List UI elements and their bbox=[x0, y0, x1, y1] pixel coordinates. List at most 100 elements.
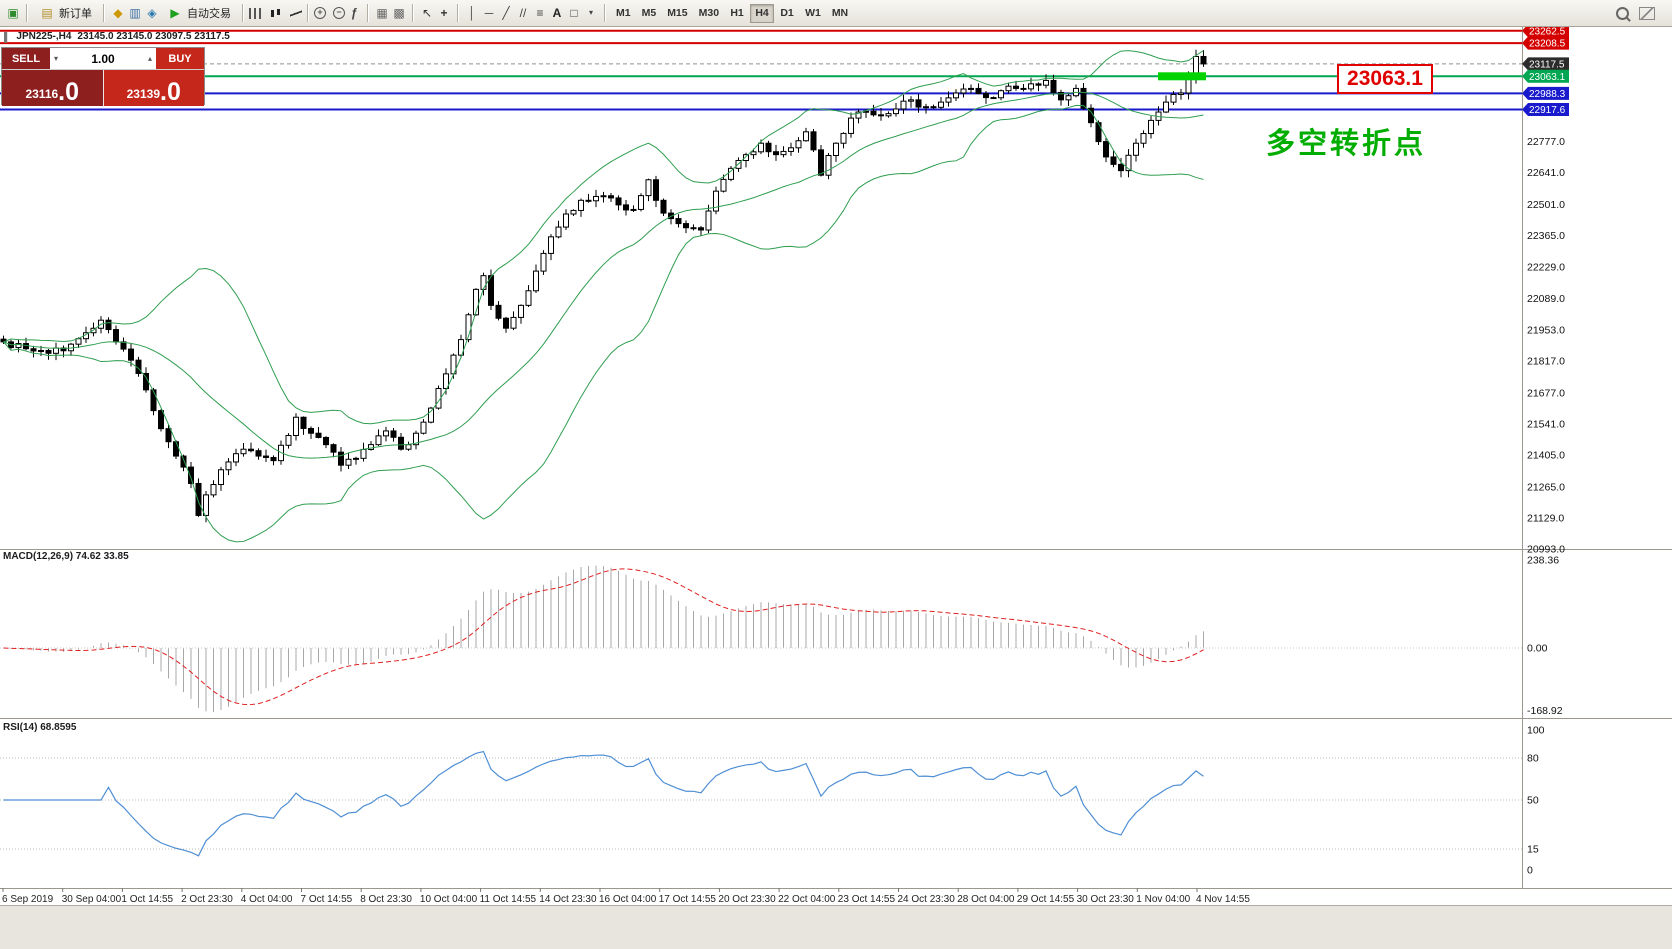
panel-borders bbox=[0, 27, 1672, 889]
highlight-bar[interactable] bbox=[1158, 72, 1206, 81]
market-watch-icon[interactable]: ◆ bbox=[113, 6, 123, 20]
svg-text:21265.0: 21265.0 bbox=[1527, 481, 1565, 493]
buy-button[interactable]: BUY bbox=[156, 48, 204, 69]
buy-price-main: 23139 bbox=[126, 87, 160, 101]
timeframe-w1[interactable]: W1 bbox=[800, 4, 826, 23]
svg-text:22 Oct 04:00: 22 Oct 04:00 bbox=[778, 894, 836, 905]
timeframe-m30[interactable]: M30 bbox=[694, 4, 724, 23]
bar-chart-icon[interactable] bbox=[249, 7, 261, 19]
svg-text:21129.0: 21129.0 bbox=[1527, 512, 1564, 524]
macd-signal-line bbox=[3, 568, 1204, 706]
autotrading-button[interactable]: ▶ 自动交易 bbox=[161, 3, 237, 24]
vertical-line-icon[interactable]: │ bbox=[468, 6, 476, 20]
timeframe-mn[interactable]: MN bbox=[827, 4, 853, 23]
candles-layer[interactable] bbox=[0, 49, 1207, 523]
price-level-annotation[interactable]: 23063.1 bbox=[1337, 64, 1433, 94]
horizontal-line-icon[interactable]: ─ bbox=[484, 6, 494, 20]
candlestick-chart-icon[interactable] bbox=[269, 7, 282, 19]
chart-title-icon: ▌ bbox=[4, 31, 11, 42]
trendline-icon[interactable]: ╱ bbox=[502, 6, 510, 20]
svg-text:30 Sep 04:00: 30 Sep 04:00 bbox=[62, 894, 122, 905]
svg-text:21541.0: 21541.0 bbox=[1527, 418, 1565, 430]
svg-text:0.00: 0.00 bbox=[1527, 643, 1548, 655]
cascade-windows-icon[interactable]: ▩ bbox=[393, 6, 405, 20]
text-tool-icon[interactable]: A bbox=[552, 6, 562, 20]
navigator-icon[interactable]: ◈ bbox=[147, 6, 157, 20]
timeframe-m1[interactable]: M1 bbox=[611, 4, 636, 23]
svg-text:23262.5: 23262.5 bbox=[1529, 27, 1566, 37]
svg-text:21953.0: 21953.0 bbox=[1527, 324, 1565, 336]
toolbar-separator bbox=[412, 4, 414, 22]
svg-text:50: 50 bbox=[1527, 795, 1539, 807]
svg-text:22501.0: 22501.0 bbox=[1527, 199, 1565, 211]
toolbar-separator bbox=[307, 4, 309, 22]
svg-text:30 Oct 23:30: 30 Oct 23:30 bbox=[1077, 894, 1135, 905]
data-window-icon[interactable]: ▥ bbox=[129, 6, 141, 20]
svg-text:22777.0: 22777.0 bbox=[1527, 136, 1565, 148]
macd-axis[interactable]: 238.36 0.00 -168.92 bbox=[1527, 555, 1563, 717]
autotrading-icon: ▶ bbox=[170, 6, 180, 20]
svg-text:22229.0: 22229.0 bbox=[1527, 261, 1565, 273]
search-icon-handle bbox=[1625, 15, 1631, 22]
shapes-dropdown-icon[interactable]: ▾ bbox=[588, 8, 593, 17]
rsi-line bbox=[3, 750, 1204, 857]
svg-text:100: 100 bbox=[1527, 725, 1545, 737]
toolbar-separator bbox=[457, 4, 459, 22]
svg-text:21405.0: 21405.0 bbox=[1527, 449, 1565, 461]
timeframe-m15[interactable]: M15 bbox=[662, 4, 692, 23]
price-axis[interactable]: 22777.0 22641.0 22501.0 22365.0 22229.0 22089… bbox=[1522, 27, 1569, 556]
sell-price-pips: .0 bbox=[58, 77, 80, 106]
level-lines[interactable] bbox=[0, 29, 1522, 111]
bollinger-bands bbox=[3, 50, 1204, 543]
turning-point-note[interactable]: 多空转折点 bbox=[1266, 128, 1427, 160]
svg-text:80: 80 bbox=[1527, 753, 1539, 765]
new-order-button[interactable]: ▤ 新订单 bbox=[33, 3, 98, 24]
buy-price[interactable]: 23139 .0 bbox=[103, 70, 204, 106]
rsi-axis[interactable]: 100 80 50 15 0 bbox=[1527, 725, 1545, 877]
autotrading-label: 自动交易 bbox=[187, 8, 231, 20]
svg-text:7 Oct 14:55: 7 Oct 14:55 bbox=[301, 894, 353, 905]
svg-text:6 Sep 2019: 6 Sep 2019 bbox=[2, 894, 54, 905]
rsi-levels bbox=[0, 757, 1522, 850]
svg-text:29 Oct 14:55: 29 Oct 14:55 bbox=[1017, 894, 1075, 905]
svg-text:22089.0: 22089.0 bbox=[1527, 293, 1565, 305]
macd-histogram bbox=[0, 565, 1522, 713]
app-icon: ▣ bbox=[7, 6, 19, 20]
timeframe-h4[interactable]: H4 bbox=[750, 3, 775, 23]
zoom-in-icon[interactable]: + bbox=[314, 7, 326, 19]
volume-up-icon[interactable]: ▴ bbox=[147, 53, 152, 63]
timeframe-d1[interactable]: D1 bbox=[775, 4, 799, 23]
fibonacci-icon[interactable]: ≡ bbox=[536, 6, 544, 20]
tile-windows-icon[interactable]: ▦ bbox=[376, 6, 388, 20]
svg-text:23117.5: 23117.5 bbox=[1529, 59, 1565, 70]
timeframe-h1[interactable]: H1 bbox=[725, 4, 749, 23]
crosshair-icon[interactable]: + bbox=[440, 6, 448, 20]
timeframe-m5[interactable]: M5 bbox=[637, 4, 662, 23]
time-axis[interactable]: 6 Sep 2019 30 Sep 04:00 1 Oct 14:55 2 Oct 2… bbox=[2, 888, 1250, 905]
svg-text:17 Oct 14:55: 17 Oct 14:55 bbox=[659, 894, 717, 905]
volume-down-icon[interactable]: ▾ bbox=[54, 53, 59, 63]
line-chart-icon[interactable] bbox=[290, 7, 302, 19]
edit-icon[interactable] bbox=[1639, 6, 1655, 20]
svg-text:1 Oct 14:55: 1 Oct 14:55 bbox=[121, 894, 173, 905]
sell-price[interactable]: 23116 .0 bbox=[2, 70, 104, 106]
svg-text:8 Oct 23:30: 8 Oct 23:30 bbox=[360, 894, 412, 905]
toolbar-separator bbox=[242, 4, 244, 22]
sell-button[interactable]: SELL bbox=[2, 48, 50, 69]
search-icon[interactable] bbox=[1616, 6, 1631, 22]
indicators-icon[interactable]: ƒ bbox=[350, 6, 358, 20]
svg-text:22365.0: 22365.0 bbox=[1527, 230, 1565, 242]
buy-price-pips: .0 bbox=[160, 77, 181, 106]
new-order-icon: ▤ bbox=[41, 6, 53, 20]
chart-symbol-period: JPN225-,H4 bbox=[16, 31, 72, 42]
channel-icon[interactable]: // bbox=[519, 6, 527, 20]
svg-text:20 Oct 23:30: 20 Oct 23:30 bbox=[718, 894, 776, 905]
volume-input[interactable] bbox=[66, 50, 140, 67]
shapes-icon[interactable]: □ bbox=[570, 6, 578, 20]
cursor-icon[interactable]: ↖ bbox=[421, 6, 433, 20]
toolbar-separator bbox=[604, 4, 606, 22]
chart-canvas[interactable]: 22777.0 22641.0 22501.0 22365.0 22229.0 22089… bbox=[0, 27, 1672, 905]
zoom-out-icon[interactable]: − bbox=[333, 7, 345, 19]
svg-text:28 Oct 04:00: 28 Oct 04:00 bbox=[957, 894, 1015, 905]
